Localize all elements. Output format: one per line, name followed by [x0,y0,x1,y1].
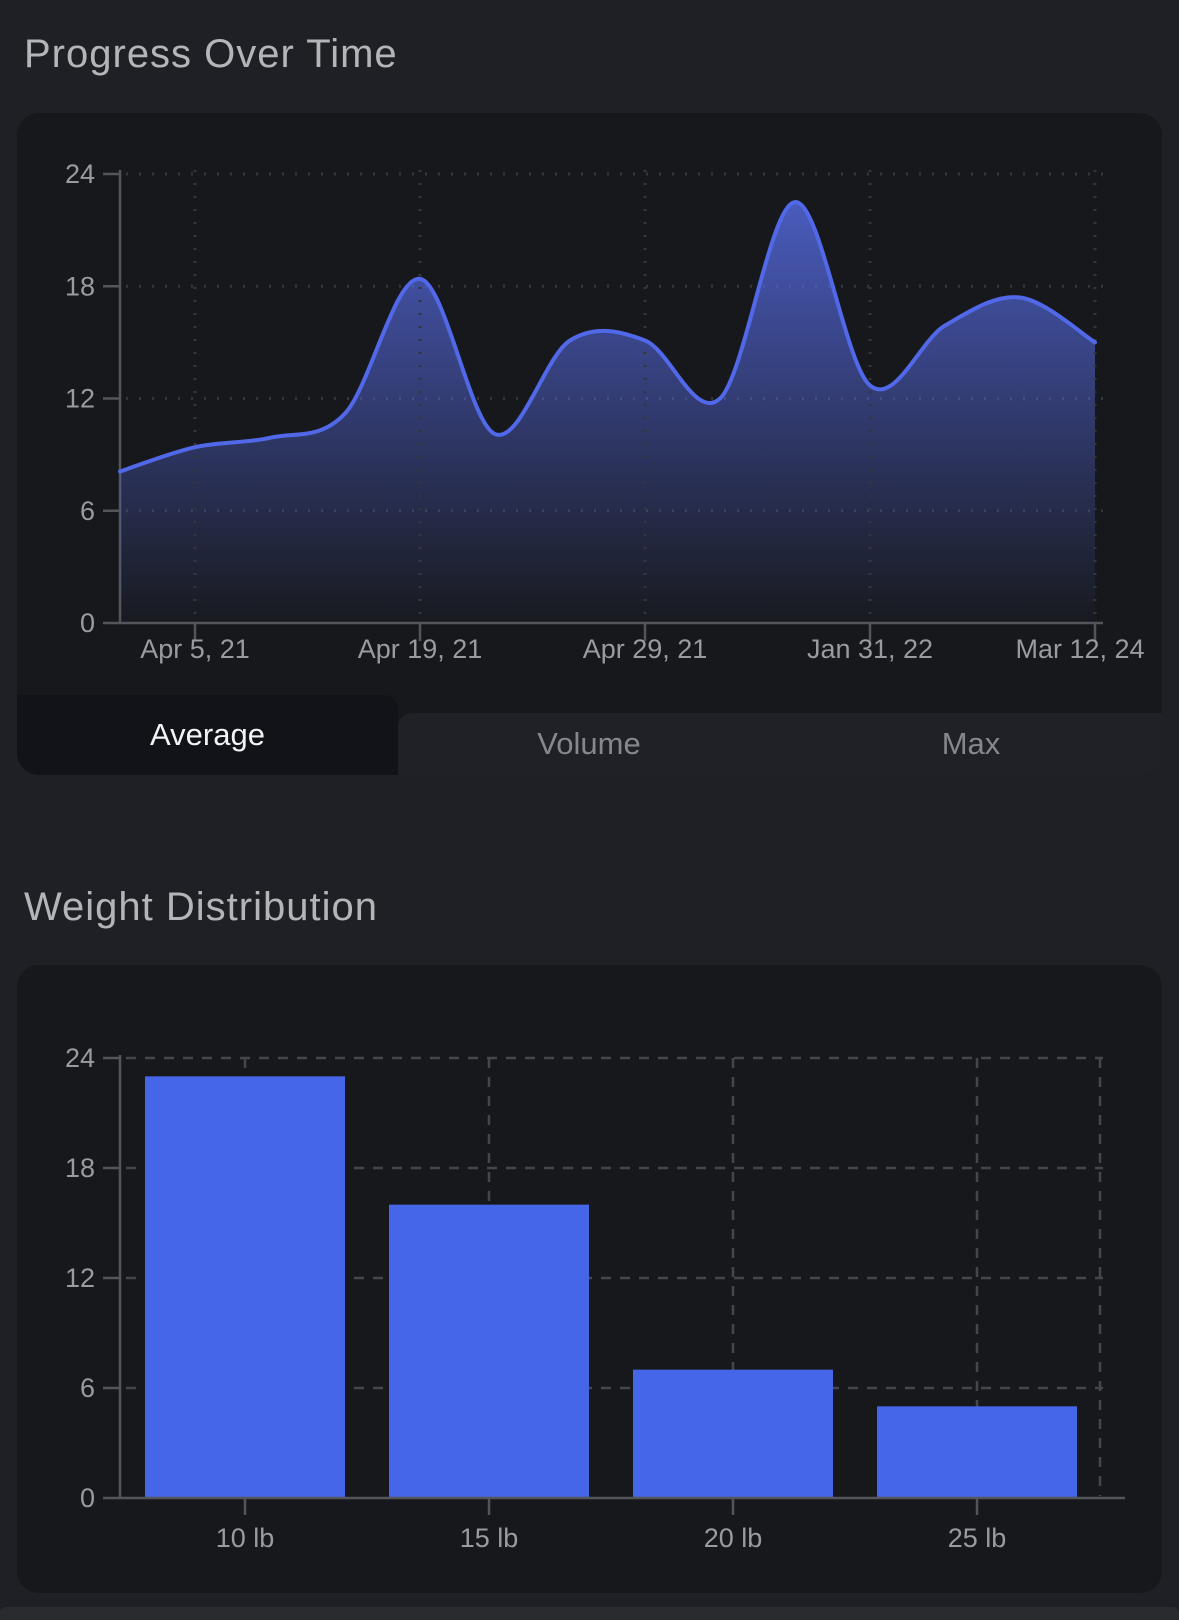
tab-max[interactable]: Max [780,713,1162,775]
tab-average-label: Average [150,717,265,752]
tab-average[interactable]: Average [17,695,398,775]
tab-max-label: Max [941,726,1001,761]
progress-chart-card [17,113,1162,775]
weight-distribution-title: Weight Distribution [24,885,378,929]
bottom-edge-bar [0,1607,1179,1620]
weight-chart-card [17,965,1162,1593]
chart-metric-tab-strip [398,713,1162,775]
tab-volume[interactable]: Volume [398,713,780,775]
progress-over-time-title: Progress Over Time [24,32,398,76]
tab-volume-label: Volume [537,726,641,761]
